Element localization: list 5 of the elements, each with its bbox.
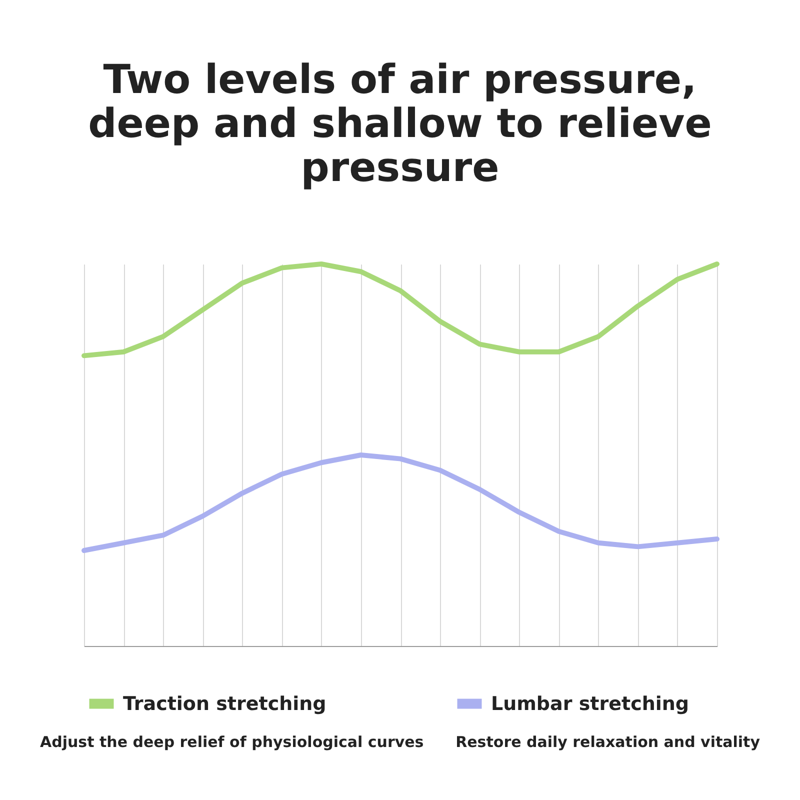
legend-label: Lumbar stretching xyxy=(491,692,689,715)
chart-title: Two levels of air pressure, deep and shallow to relieve pressure xyxy=(87,57,713,193)
legend-label: Traction stretching xyxy=(123,692,326,715)
text: Restore daily relaxation and vitality xyxy=(456,733,760,751)
text: Adjust the deep relief of physiological curves xyxy=(40,733,424,751)
